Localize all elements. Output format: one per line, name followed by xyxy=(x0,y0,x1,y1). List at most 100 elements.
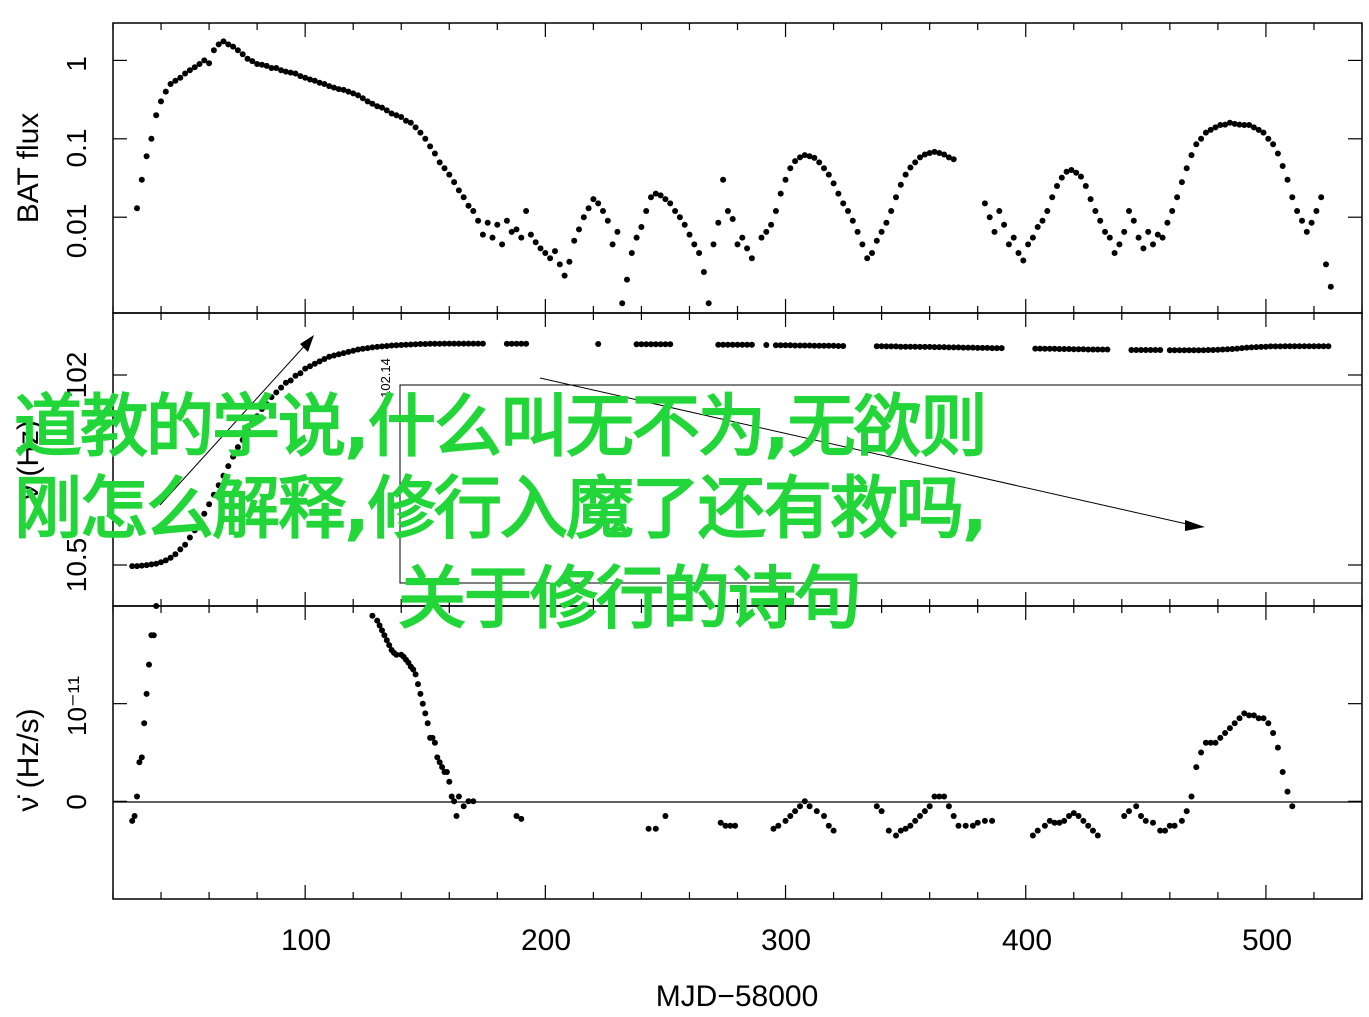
top-panel-data-point xyxy=(1279,163,1286,169)
bottom-panel-data-point xyxy=(1289,803,1296,810)
middle-panel-data-point xyxy=(748,341,755,348)
middle-panel-data-point xyxy=(273,389,280,396)
middle-panel-data-point xyxy=(941,344,948,351)
middle-panel-data-point xyxy=(1190,347,1197,354)
top-panel-data-point xyxy=(451,179,458,186)
bottom-panel-data-point xyxy=(436,759,443,766)
top-panel-data-point xyxy=(1294,208,1301,214)
middle-panel-data-point xyxy=(167,554,174,561)
overlay-text-line-2: 刚怎么解释,修行入魔了还有救吗, xyxy=(14,470,988,549)
bottom-panel-data-point xyxy=(1198,749,1205,756)
panel-top-frame xyxy=(112,22,1363,314)
top-panel-data-point xyxy=(191,64,198,71)
middle-panel-data-point xyxy=(475,340,482,347)
middle-panel-data-point xyxy=(316,358,323,365)
bottom-panel-data-point xyxy=(1284,788,1291,795)
top-panel-data-point xyxy=(585,205,592,212)
middle-panel-data-point xyxy=(1186,347,1193,354)
bottom-panel-data-point xyxy=(1255,715,1262,722)
middle-panel-data-point xyxy=(355,346,361,353)
bottom-panel-data-point xyxy=(431,739,438,746)
top-panel-data-point xyxy=(724,208,731,214)
middle-panel-data-point xyxy=(1094,346,1101,353)
inset-frame xyxy=(399,384,1363,584)
top-panel-data-point xyxy=(878,228,885,235)
top-panel-data-point xyxy=(801,152,808,159)
middle-panel-data-point xyxy=(792,342,799,349)
bottom-panel-data-point xyxy=(727,822,734,829)
middle-panel-data-point xyxy=(1277,343,1284,350)
middle-panel-data-point xyxy=(460,340,467,347)
bottom-panel-data-point xyxy=(443,769,450,775)
bottom-panel-data-point xyxy=(1150,819,1156,826)
bottom-panel-data-point xyxy=(422,710,429,717)
bottom-panel-data-point xyxy=(1085,822,1092,829)
top-panel-data-point xyxy=(479,231,486,238)
middle-panel-data-point xyxy=(1166,347,1173,354)
bottom-panel-data-point xyxy=(936,793,943,800)
middle-panel-data-point xyxy=(667,341,674,348)
middle-panel-data-point xyxy=(873,343,880,350)
top-panel-data-point xyxy=(811,154,818,161)
top-panel-data-point xyxy=(667,200,674,207)
bottom-panel-data-point xyxy=(981,817,988,824)
top-ytick-label-0_01: 0.01 xyxy=(61,204,92,259)
bottom-panel-data-point xyxy=(787,813,794,819)
middle-panel-data-point xyxy=(335,351,342,358)
bottom-panel-data-point xyxy=(1231,720,1238,727)
bottom-panel-data-point xyxy=(941,793,948,800)
middle-panel-data-point xyxy=(479,340,486,347)
top-panel-data-point xyxy=(806,153,813,160)
bottom-panel-data-point xyxy=(1212,739,1219,746)
top-panel-data-point xyxy=(297,73,304,80)
middle-panel-data-point xyxy=(945,344,952,351)
bottom-panel-data-point xyxy=(1070,810,1077,817)
bottom-panel-data-point xyxy=(429,734,436,741)
xtick-label-100: 100 xyxy=(281,924,331,957)
middle-panel-data-point xyxy=(268,394,275,401)
middle-panel-data-point xyxy=(1243,344,1250,351)
middle-panel-data-point xyxy=(1061,346,1068,352)
bottom-panel-data-point xyxy=(1041,822,1048,829)
top-panel-data-point xyxy=(628,250,635,256)
top-panel-data-point xyxy=(273,65,280,71)
middle-panel-data-point xyxy=(407,341,414,348)
bottom-panel-data-point xyxy=(1241,710,1248,717)
top-panel-data-point xyxy=(561,272,568,279)
middle-panel-data-point xyxy=(138,562,145,569)
top-panel-data-point xyxy=(503,217,510,224)
middle-panel-data-point xyxy=(1258,343,1265,350)
bottom-panel-data-point xyxy=(424,720,431,727)
middle-panel-data-point xyxy=(729,341,736,348)
top-panel-data-point xyxy=(604,217,611,224)
middle-panel-data-point xyxy=(998,345,1005,352)
top-panel-data-point xyxy=(350,90,357,97)
middle-panel-data-point xyxy=(1210,347,1217,353)
top-panel-data-point xyxy=(489,234,496,241)
bottom-panel-data-point xyxy=(1066,813,1072,819)
middle-ytick-label-102: 102 xyxy=(61,352,92,399)
top-panel-data-point xyxy=(527,231,534,238)
bottom-panel-data-point xyxy=(732,822,739,829)
middle-panel-data-point xyxy=(1219,346,1226,353)
top-panel-data-point xyxy=(897,181,904,188)
bottom-panel-data-point xyxy=(1207,739,1214,746)
middle-panel-data-point xyxy=(1229,346,1236,352)
bottom-panel-data-point xyxy=(917,813,923,819)
top-panel-data-point xyxy=(1270,141,1277,148)
middle-panel-data-point xyxy=(734,341,741,348)
middle-panel-data-point xyxy=(1176,347,1183,354)
inset-arrow-head xyxy=(1185,520,1205,531)
top-panel-data-point xyxy=(1150,241,1156,248)
top-panel-data-point xyxy=(547,255,554,262)
top-panel-data-point xyxy=(460,194,467,201)
top-panel-data-point xyxy=(1241,122,1248,128)
top-panel-data-point xyxy=(830,180,837,187)
middle-panel-data-point xyxy=(1066,346,1072,352)
top-panel-data-point xyxy=(138,176,145,183)
top-panel-data-point xyxy=(1323,261,1329,268)
bottom-panel-data-point xyxy=(1142,817,1149,824)
top-panel-data-point xyxy=(1313,208,1320,214)
top-panel-data-point xyxy=(1044,208,1051,214)
middle-panel-data-point xyxy=(196,520,203,527)
